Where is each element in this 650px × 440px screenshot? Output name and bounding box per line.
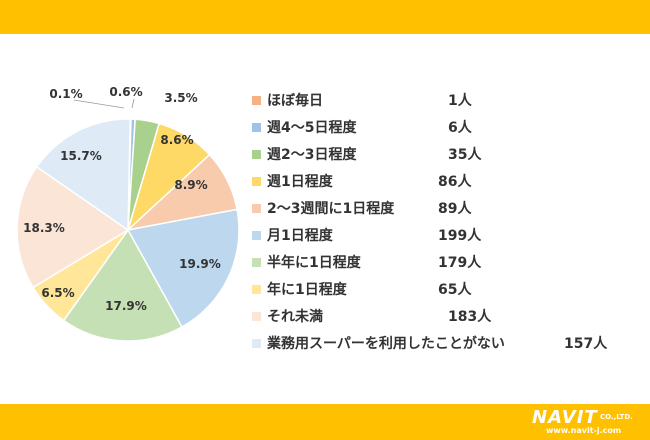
- legend-label: 週1日程度: [267, 174, 333, 190]
- logo-wordmark: NAVIT: [532, 407, 598, 428]
- legend-swatch: [252, 96, 261, 105]
- legend-swatch: [252, 339, 261, 348]
- legend-swatch: [252, 258, 261, 267]
- leader-line: [131, 98, 135, 109]
- legend-count: 179人: [438, 255, 482, 271]
- legend-label: 月1日程度: [267, 228, 333, 244]
- legend-swatch: [252, 231, 261, 240]
- pie-slice: [62, 228, 183, 342]
- legend-label: 週4～5日程度: [267, 120, 357, 136]
- pie-data-label: 8.6%: [160, 133, 193, 147]
- legend-count: 6人: [448, 120, 472, 136]
- legend-label: 2～3週間に1日程度: [267, 201, 395, 217]
- legend-count: 157人: [564, 336, 608, 352]
- pie-slice: [35, 118, 132, 232]
- legend-swatch: [252, 123, 261, 132]
- legend-label: 週2～3日程度: [267, 147, 357, 163]
- legend-swatch: [252, 312, 261, 321]
- pie-slice: [126, 208, 240, 329]
- pie-data-label: 8.9%: [174, 178, 207, 192]
- legend-label: 業務用スーパーを利用したことがない: [267, 336, 505, 352]
- legend-swatch: [252, 177, 261, 186]
- pie-data-label: 19.9%: [179, 257, 221, 271]
- legend-swatch: [252, 150, 261, 159]
- legend-count: 183人: [448, 309, 492, 325]
- pie-chart: 0.1% 0.6% 3.5% 8.6% 8.9% 19.9% 17.9% 6.5% 18.3% 1…: [16, 85, 240, 342]
- legend-count: 86人: [438, 174, 472, 190]
- bottom-banner-bar: [0, 404, 650, 440]
- pie-data-label: 0.6%: [109, 85, 142, 99]
- logo-url: www.navit-j.com: [546, 426, 622, 435]
- legend-count: 35人: [448, 147, 482, 163]
- navit-logo: NAVIT CO.,LTD. www.navit-j.com: [532, 407, 644, 437]
- legend-count: 65人: [438, 282, 472, 298]
- pie-data-label: 15.7%: [60, 149, 102, 163]
- legend-label: 半年に1日程度: [267, 255, 361, 271]
- legend-label: 年に1日程度: [267, 282, 347, 298]
- leader-line: [73, 99, 125, 109]
- legend-count: 199人: [438, 228, 482, 244]
- legend-label: それ未満: [267, 309, 323, 325]
- logo-suffix: CO.,LTD.: [600, 413, 633, 421]
- pie-data-label: 0.1%: [49, 87, 82, 101]
- legend-swatch: [252, 204, 261, 213]
- legend-count: 89人: [438, 201, 472, 217]
- pie-data-label: 3.5%: [164, 91, 197, 105]
- pie-data-label: 17.9%: [105, 299, 147, 313]
- pie-data-label: 18.3%: [23, 221, 65, 235]
- legend-count: 1人: [448, 93, 472, 109]
- legend-label: ほぼ毎日: [267, 93, 323, 109]
- pie-data-label: 6.5%: [41, 286, 74, 300]
- legend-swatch: [252, 285, 261, 294]
- top-banner-bar: [0, 0, 650, 34]
- pie-slice: [16, 165, 130, 289]
